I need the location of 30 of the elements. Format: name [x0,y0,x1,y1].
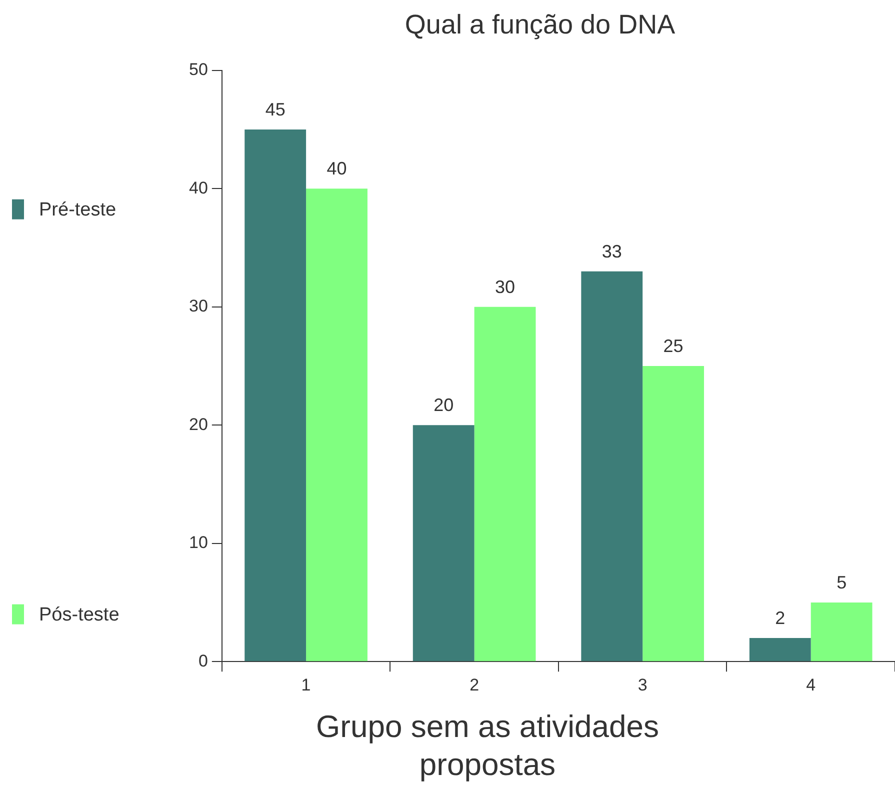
legend-label: Pré-teste [39,200,116,221]
data-label: 33 [602,241,622,262]
bar [642,366,704,662]
bar [810,602,872,662]
bar [244,130,306,662]
data-label: 2 [775,608,786,628]
data-label: 20 [434,395,454,416]
bar [581,271,643,662]
bar [412,425,474,662]
bar [306,188,368,662]
data-label: 40 [326,158,347,179]
data-label: 30 [495,276,516,297]
x-tick-label: 1 [301,675,311,694]
y-tick-label: 40 [188,178,208,198]
data-label: 5 [836,572,847,592]
data-label: 25 [663,336,684,356]
legend-label: Pós-teste [39,604,120,626]
chart-title: Qual a função do DNA [404,10,676,40]
bar [474,306,536,662]
x-tick-label: 2 [470,675,480,694]
y-tick-label: 10 [188,533,208,552]
data-label: 45 [265,99,286,120]
x-axis-title: Grupo sem as atividades propostas [315,708,660,784]
bar [749,638,811,662]
x-tick-label: 4 [806,675,816,694]
y-tick-label: 50 [188,60,208,80]
y-tick-label: 0 [198,651,208,670]
y-tick-label: 20 [188,414,208,434]
y-tick-label: 30 [188,296,208,316]
x-tick-label: 3 [638,675,648,694]
